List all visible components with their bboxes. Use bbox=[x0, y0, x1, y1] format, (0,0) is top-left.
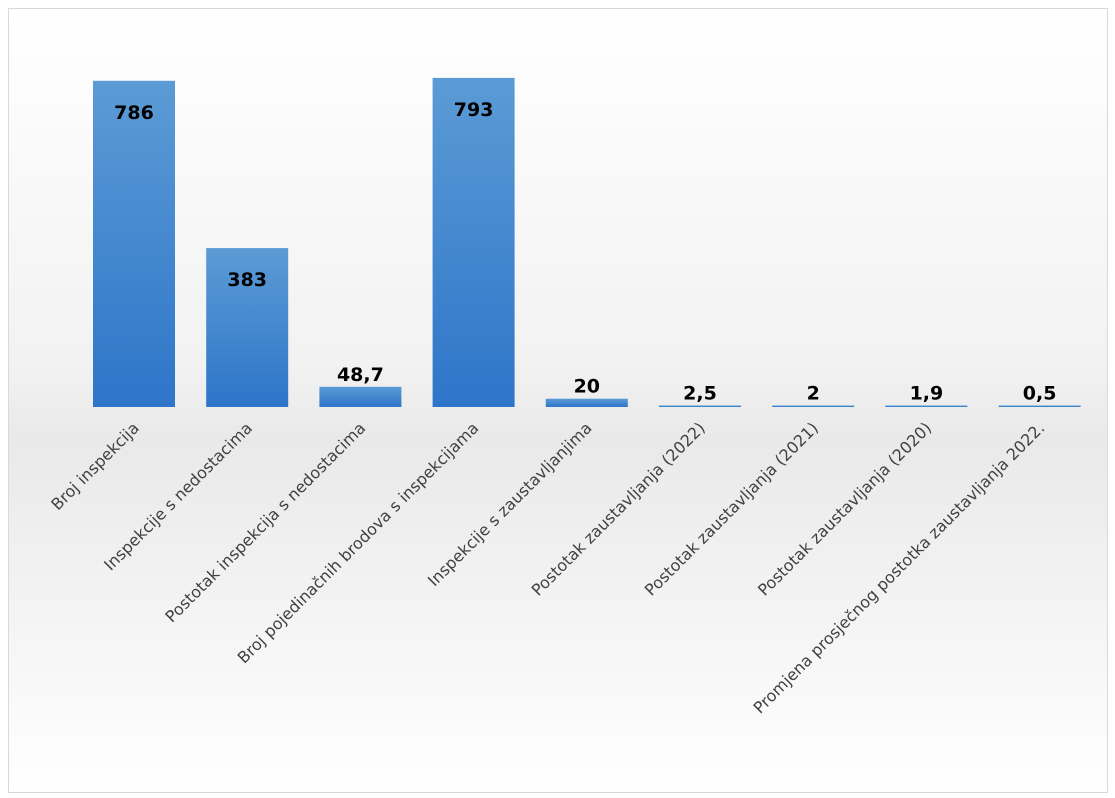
category-label-3: Postotak inspekcija s nedostacima bbox=[161, 418, 369, 626]
bar-2 bbox=[206, 248, 289, 407]
category-label-1: Broj inspekcija bbox=[47, 418, 143, 514]
data-label-3: 48,7 bbox=[337, 364, 384, 386]
data-label-2: 383 bbox=[227, 269, 267, 291]
bar-3 bbox=[319, 386, 402, 407]
data-label-6: 2,5 bbox=[683, 383, 717, 405]
category-label-4: Broj pojedinačnih brodova s inspekcijama bbox=[234, 418, 483, 667]
data-label-7: 2 bbox=[807, 383, 820, 405]
data-label-8: 1,9 bbox=[910, 383, 944, 405]
bars-layer bbox=[93, 77, 1081, 408]
bar-6 bbox=[659, 405, 741, 407]
data-label-1: 786 bbox=[114, 102, 154, 124]
data-label-9: 0,5 bbox=[1023, 383, 1057, 405]
bar-4 bbox=[432, 77, 515, 408]
data-label-5: 20 bbox=[574, 376, 600, 398]
bar-8 bbox=[885, 405, 968, 407]
bar-7 bbox=[772, 405, 855, 407]
data-label-4: 793 bbox=[454, 99, 494, 121]
bar-1 bbox=[93, 80, 175, 408]
data-labels-layer: 786 383 48,7 793 20 2,5 2 1,9 0,5 bbox=[114, 99, 1056, 405]
bar-9 bbox=[998, 405, 1081, 407]
bar-5 bbox=[545, 398, 628, 407]
